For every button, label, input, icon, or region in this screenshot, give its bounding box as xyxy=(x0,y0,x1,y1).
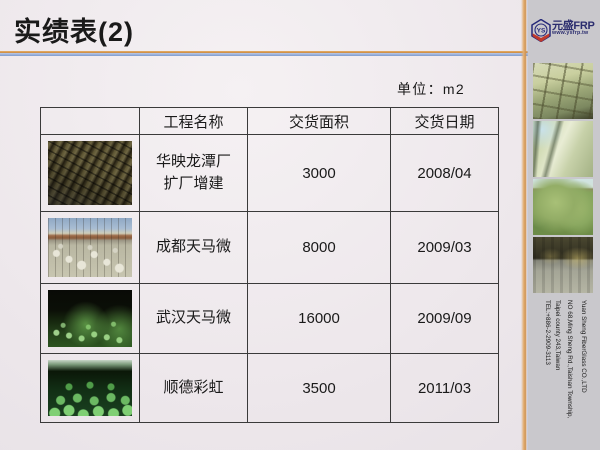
svg-text:YS: YS xyxy=(537,28,546,35)
